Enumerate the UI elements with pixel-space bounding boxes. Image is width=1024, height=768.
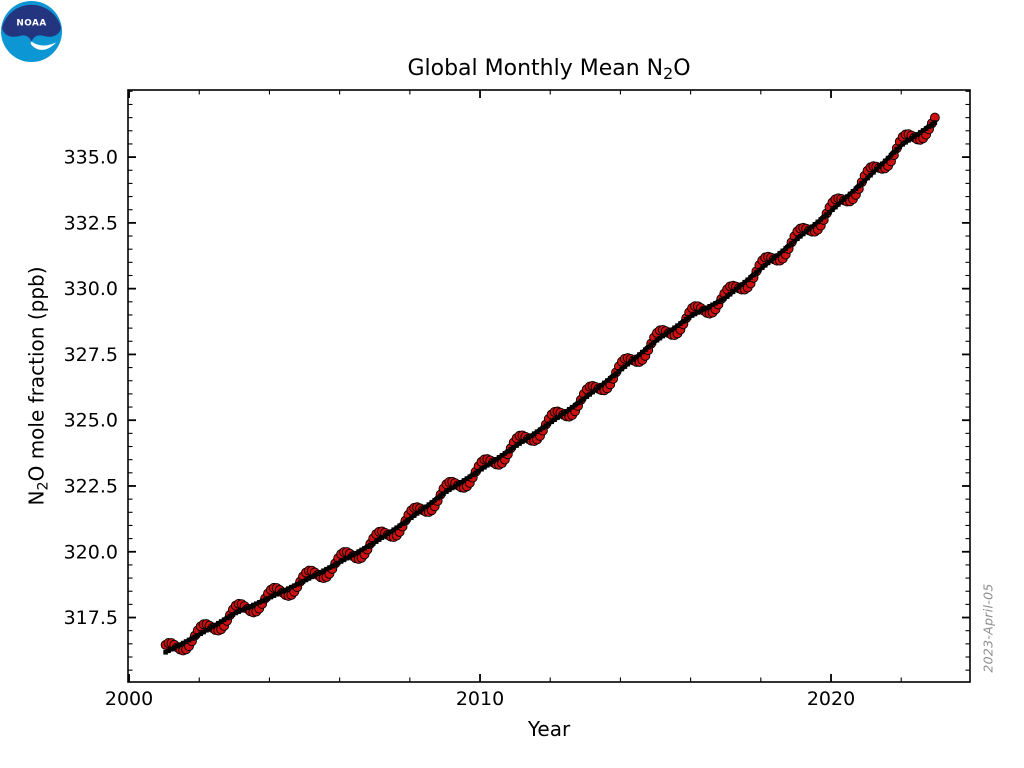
- noaa-logo-bird-icon: [30, 41, 57, 50]
- y-tick-label: 320.0: [64, 541, 118, 563]
- y-tick-label: 330.0: [64, 278, 118, 300]
- chart-title-subscript: 2: [663, 63, 674, 83]
- x-tick-label: 2020: [807, 688, 855, 710]
- y-tick-label: 332.5: [64, 212, 118, 234]
- x-axis-label: Year: [527, 717, 571, 741]
- tick-labels: 2000 2010 2020 317.5 320.0 322.5 325.0 327.5 330…: [64, 147, 856, 710]
- noaa-logo-sky: [1, 4, 62, 42]
- series-monthly-mean: [160, 112, 940, 656]
- series-trend: [163, 120, 938, 655]
- y-axis-label: N2O mole fraction (ppb): [25, 266, 52, 505]
- noaa-logo: NOAA: [0, 0, 63, 63]
- y-axis-label-subscript: 2: [35, 481, 52, 491]
- plot-spines: [127, 89, 971, 683]
- y-axis-label-suffix: O mole fraction (ppb): [24, 266, 49, 482]
- y-tick-label: 327.5: [64, 344, 118, 366]
- y-tick-label: 322.5: [64, 475, 118, 497]
- noaa-logo-text: NOAA: [16, 19, 46, 29]
- x-tick-label: 2000: [105, 688, 153, 710]
- chart-title-suffix: O: [673, 56, 691, 81]
- y-tick-label: 317.5: [64, 607, 118, 629]
- y-tick-label: 335.0: [64, 147, 118, 169]
- axis-ticks: [128, 90, 970, 682]
- date-watermark: 2023-April-05: [980, 583, 996, 673]
- chart-title-text: Global Monthly Mean N: [407, 56, 664, 81]
- chart-title: Global Monthly Mean N2O: [407, 56, 690, 83]
- y-tick-label: 325.0: [64, 410, 118, 432]
- y-axis-label-text: N: [24, 490, 49, 506]
- x-tick-label: 2010: [456, 688, 504, 710]
